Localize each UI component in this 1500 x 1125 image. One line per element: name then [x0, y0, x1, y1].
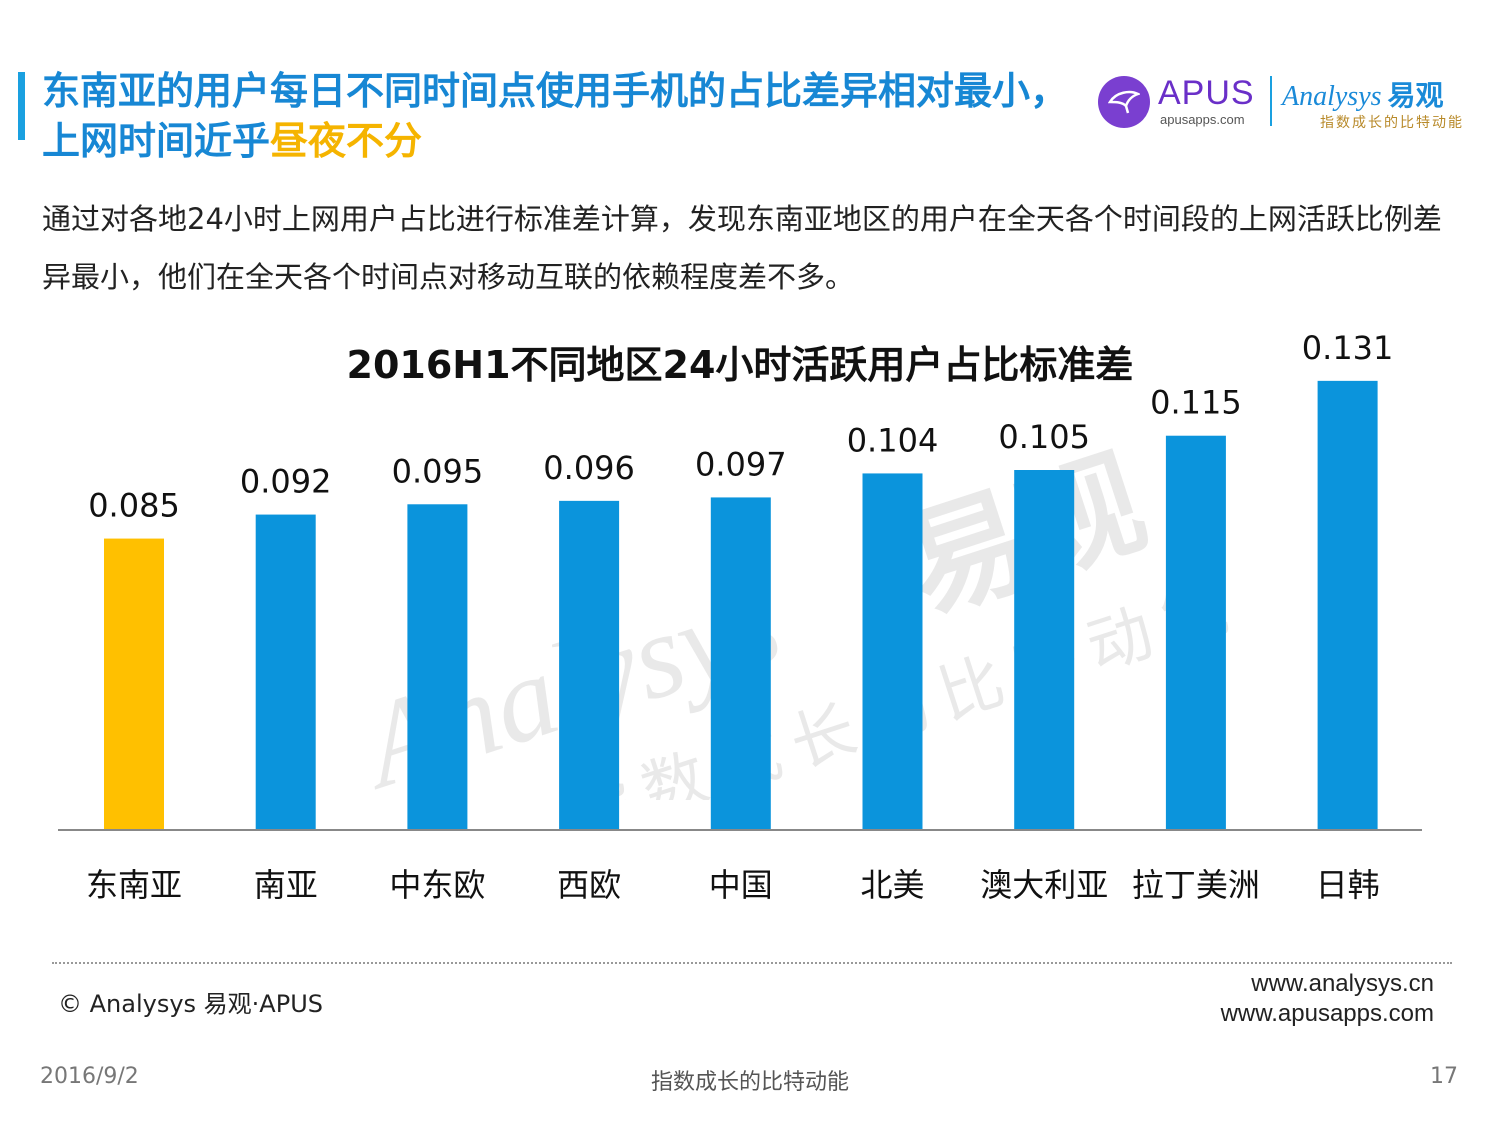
- data-label-7: 0.115: [1150, 384, 1242, 422]
- title-highlight: 昼夜不分: [270, 119, 423, 163]
- category-label-3: 西欧: [557, 866, 621, 904]
- bar-6: [1014, 470, 1075, 830]
- copyright: © Analysys 易观·APUS: [58, 990, 323, 1018]
- category-label-7: 拉丁美洲: [1132, 866, 1260, 904]
- data-label-8: 0.131: [1302, 329, 1394, 367]
- apus-logo-name: APUS: [1158, 74, 1255, 112]
- bar-chart-svg: 2016H1不同地区24小时活跃用户占比标准差 0.085 东南亚 0.092 南亚 0…: [58, 329, 1422, 904]
- footer-divider: [52, 962, 1452, 964]
- category-label-5: 北美: [860, 866, 924, 904]
- bar-0: [104, 538, 164, 830]
- data-label-0: 0.085: [88, 487, 180, 525]
- title-main: 东南亚的用户每日不同时间点使用手机的占比差异相对最小，上网时间近乎: [42, 69, 1069, 163]
- apus-logo-url: apusapps.com: [1160, 112, 1245, 127]
- bar-1: [255, 514, 316, 830]
- bar-4: [710, 497, 771, 830]
- page-title: 东南亚的用户每日不同时间点使用手机的占比差异相对最小，上网时间近乎昼夜不分: [42, 66, 1092, 166]
- data-label-6: 0.105: [998, 418, 1090, 456]
- category-label-8: 日韩: [1316, 866, 1380, 904]
- footer-slogan: 指数成长的比特动能: [650, 1070, 849, 1095]
- analysys-logo-name-cn: 易观: [1387, 81, 1444, 112]
- bar-3: [559, 500, 620, 830]
- category-label-4: 中国: [709, 866, 773, 904]
- data-label-3: 0.096: [543, 449, 635, 487]
- category-label-0: 东南亚: [86, 866, 182, 904]
- category-label-1: 南亚: [254, 866, 318, 904]
- chart-title: 2016H1不同地区24小时活跃用户占比标准差: [347, 343, 1134, 387]
- apus-url[interactable]: www.apusapps.com: [1220, 1000, 1434, 1027]
- data-label-1: 0.092: [240, 463, 332, 501]
- category-label-6: 澳大利亚: [980, 866, 1108, 904]
- data-label-5: 0.104: [847, 421, 939, 459]
- data-label-4: 0.097: [695, 445, 787, 483]
- analysys-logo: Analysys 易观 指数成长的比特动能: [1282, 70, 1482, 134]
- analysys-logo-name-en: Analysys: [1282, 81, 1382, 112]
- analysys-url[interactable]: www.analysys.cn: [1251, 970, 1434, 997]
- bar-2: [407, 504, 468, 830]
- category-label-2: 中东欧: [389, 866, 485, 904]
- bar-7: [1165, 435, 1226, 830]
- description-text: 通过对各地24小时上网用户占比进行标准差计算，发现东南亚地区的用户在全天各个时间…: [42, 202, 1442, 294]
- bar-chart: 2016H1不同地区24小时活跃用户占比标准差 0.085 东南亚 0.092 南亚 0…: [0, 320, 1500, 940]
- title-accent-bar: [18, 72, 25, 140]
- bar-5: [862, 473, 923, 830]
- apus-bird-icon: [1098, 76, 1150, 128]
- footer-date: 2016/9/2: [40, 1064, 139, 1089]
- logo-divider: [1270, 76, 1272, 126]
- bar-8: [1317, 380, 1378, 830]
- analysys-logo-name: Analysys 易观: [1282, 74, 1444, 114]
- analysys-logo-slogan: 指数成长的比特动能: [1320, 115, 1464, 131]
- data-label-2: 0.095: [392, 452, 484, 490]
- apus-logo: APUS apusapps.com: [1098, 74, 1268, 130]
- page-number: 17: [1430, 1064, 1458, 1089]
